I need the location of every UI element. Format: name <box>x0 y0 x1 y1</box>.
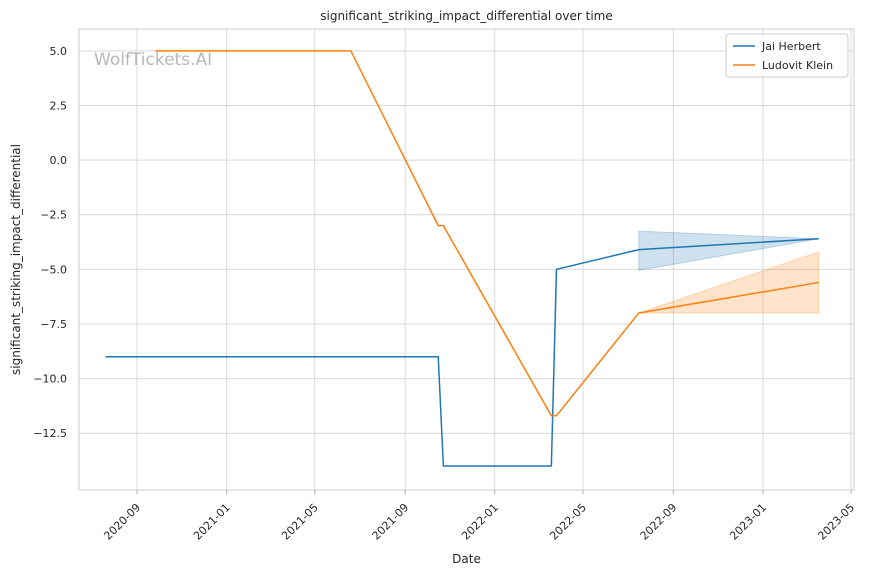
y-tick-label: −2.5 <box>40 209 67 222</box>
y-tick-label: −10.0 <box>33 373 67 386</box>
y-axis-label: significant_striking_impact_differential <box>9 144 23 375</box>
y-tick-label: −7.5 <box>40 318 67 331</box>
plot-frame <box>78 28 855 491</box>
watermark: WolfTickets.AI <box>94 50 212 70</box>
legend-label-ludovit-klein: Ludovit Klein <box>762 59 833 72</box>
series-lines <box>105 50 819 467</box>
y-tick-label: −5.0 <box>40 263 67 276</box>
chart-title: significant_striking_impact_differential… <box>320 9 612 23</box>
y-tick-label: 2.5 <box>50 99 68 112</box>
grid <box>79 29 854 494</box>
legend-label-jai-herbert: Jai Herbert <box>761 40 821 53</box>
series-line <box>105 237 819 467</box>
y-tick-label: 0.0 <box>50 154 68 167</box>
legend-box <box>725 33 849 78</box>
series-line <box>155 50 819 417</box>
x-axis-label: Date <box>452 552 481 566</box>
y-tick-label: −12.5 <box>33 427 67 440</box>
y-tick-label: 5.0 <box>50 45 68 58</box>
legend: Jai Herbert Ludovit Klein <box>725 33 849 78</box>
